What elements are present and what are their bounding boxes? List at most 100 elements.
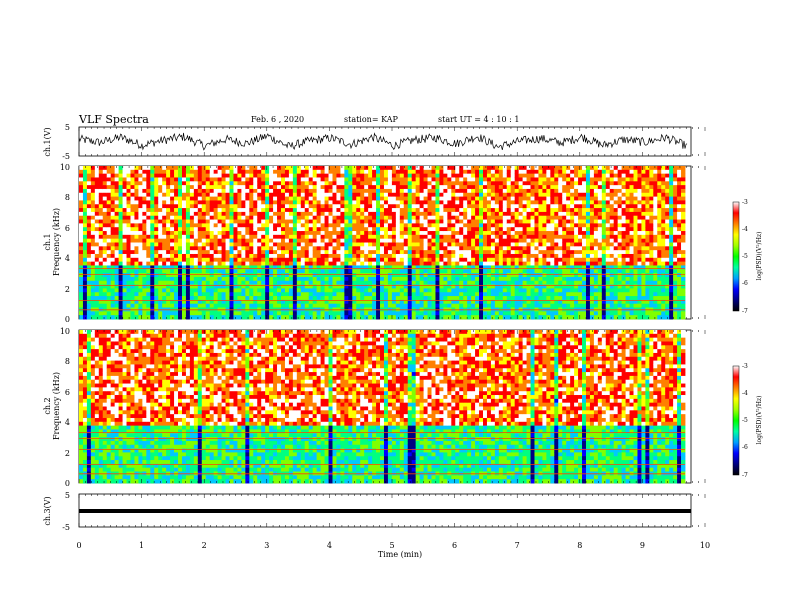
- spectrogram-cell: [510, 311, 516, 316]
- spectrogram-cell: [423, 211, 428, 217]
- spectrogram-cell: [407, 234, 413, 240]
- spectrogram-cell: [439, 227, 444, 232]
- spectrogram-cell: [146, 185, 151, 190]
- spectrogram-cell: [391, 246, 397, 251]
- spectrogram-cell: [284, 273, 290, 278]
- spectrogram-cell: [530, 231, 535, 236]
- spectrogram-cell: [399, 223, 405, 228]
- spectrogram-cell: [102, 231, 108, 236]
- spectrogram-cell: [185, 192, 191, 198]
- spectrogram-cell: [189, 280, 195, 285]
- spectrogram-cell: [344, 315, 349, 320]
- spectrogram-cell: [273, 166, 278, 171]
- spectrogram-cell: [518, 234, 524, 240]
- spectrogram-cell: [154, 284, 159, 289]
- spectrogram-cell: [403, 311, 409, 316]
- spectrogram-cell: [447, 231, 452, 236]
- spectrogram-cell: [391, 250, 397, 255]
- spectrogram-cell: [166, 311, 171, 316]
- spectrogram-cell: [451, 188, 456, 194]
- spectrogram-cell: [316, 211, 322, 217]
- spectrogram-cell: [391, 204, 397, 209]
- spectrogram-cell: [526, 185, 531, 190]
- spectrogram-cell: [364, 169, 369, 175]
- spectrogram-cell: [205, 223, 211, 228]
- spectrogram-cell: [296, 311, 302, 316]
- spectrogram-cell: [471, 296, 476, 301]
- spectrogram-cell: [249, 242, 254, 247]
- spectrogram-cell: [320, 257, 325, 263]
- spectrogram-cell: [221, 288, 226, 293]
- spectrogram-cell: [471, 303, 476, 308]
- spectrogram-cell: [189, 196, 195, 201]
- spectrogram-cell: [447, 265, 452, 270]
- spectrogram-cell: [324, 185, 329, 190]
- spectrogram-cell: [427, 204, 432, 209]
- spectrogram-cell: [292, 276, 298, 282]
- spectrogram-cell: [300, 177, 306, 182]
- spectrogram-cell: [269, 181, 274, 186]
- spectrogram-cell: [209, 299, 215, 305]
- spectrogram-cell: [130, 169, 135, 175]
- spectrogram-cell: [126, 223, 131, 228]
- spectrogram-cell: [356, 200, 361, 205]
- spectrogram-cell: [447, 173, 452, 178]
- spectrogram-cell: [483, 188, 488, 194]
- spectrogram-cell: [498, 188, 504, 194]
- spectrogram-cell: [308, 200, 314, 205]
- spectrogram-cell: [174, 169, 179, 175]
- spectrogram-cell: [94, 166, 100, 171]
- spectrogram-cell: [348, 173, 353, 178]
- spectrogram-cell: [193, 303, 199, 308]
- spectrogram-cell: [463, 211, 468, 217]
- spectrogram-cell: [387, 280, 393, 285]
- spectrogram-cell: [546, 253, 551, 259]
- spectrogram-cell: [225, 188, 230, 194]
- spectrogram-cell: [102, 208, 108, 213]
- spectrogram-cell: [463, 292, 468, 297]
- spectrogram-cell: [490, 188, 496, 194]
- spectrogram-cell: [380, 292, 385, 297]
- spectrogram-cell: [514, 227, 520, 232]
- spectrogram-cell: [562, 185, 567, 190]
- spectrogram-cell: [348, 215, 353, 220]
- spectrogram-cell: [174, 273, 179, 278]
- spectrogram-cell: [486, 204, 492, 209]
- spectrogram-cell: [257, 208, 262, 213]
- spectrogram-cell: [372, 227, 377, 232]
- spectrogram-cell: [494, 188, 500, 194]
- spectrogram-cell: [443, 315, 448, 320]
- spectrogram-cell: [229, 169, 234, 175]
- spectrogram-cell: [185, 185, 191, 190]
- spectrogram-cell: [554, 288, 559, 293]
- spectrogram-cell: [506, 276, 512, 282]
- spectrogram-cell: [554, 261, 559, 266]
- spectrogram-cell: [308, 288, 314, 293]
- spectrogram-cell: [348, 169, 353, 175]
- spectrogram-cell: [522, 192, 527, 198]
- spectrogram-cell: [399, 261, 405, 266]
- spectrogram-cell: [249, 223, 254, 228]
- spectrogram-cell: [387, 215, 393, 220]
- spectrogram-cell: [138, 284, 143, 289]
- spectrogram-cell: [566, 227, 571, 232]
- spectrogram-cell: [415, 169, 421, 175]
- spectrogram-cell: [209, 276, 215, 282]
- spectrogram-cell: [134, 242, 139, 247]
- spectrogram-cell: [130, 238, 135, 243]
- spectrogram-cell: [439, 166, 444, 171]
- spectrogram-cell: [102, 288, 108, 293]
- spectrogram-cell: [158, 196, 163, 201]
- spectrogram-cell: [241, 276, 246, 282]
- spectrogram-cell: [126, 181, 131, 186]
- spectrogram-cell: [241, 303, 246, 308]
- spectrogram-cell: [534, 192, 539, 198]
- spectrogram-cell: [526, 296, 531, 301]
- spectrogram-cell: [102, 188, 108, 194]
- spectrogram-cell: [213, 269, 219, 274]
- spectrogram-cell: [431, 166, 436, 171]
- spectrogram-cell: [150, 219, 155, 224]
- spectrogram-cell: [158, 273, 163, 278]
- spectrogram-cell: [277, 211, 282, 217]
- spectrogram-cell: [82, 273, 88, 278]
